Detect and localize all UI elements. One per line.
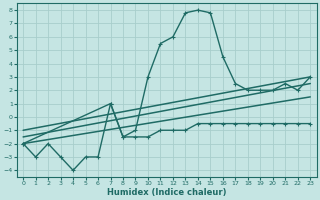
X-axis label: Humidex (Indice chaleur): Humidex (Indice chaleur) bbox=[107, 188, 227, 197]
